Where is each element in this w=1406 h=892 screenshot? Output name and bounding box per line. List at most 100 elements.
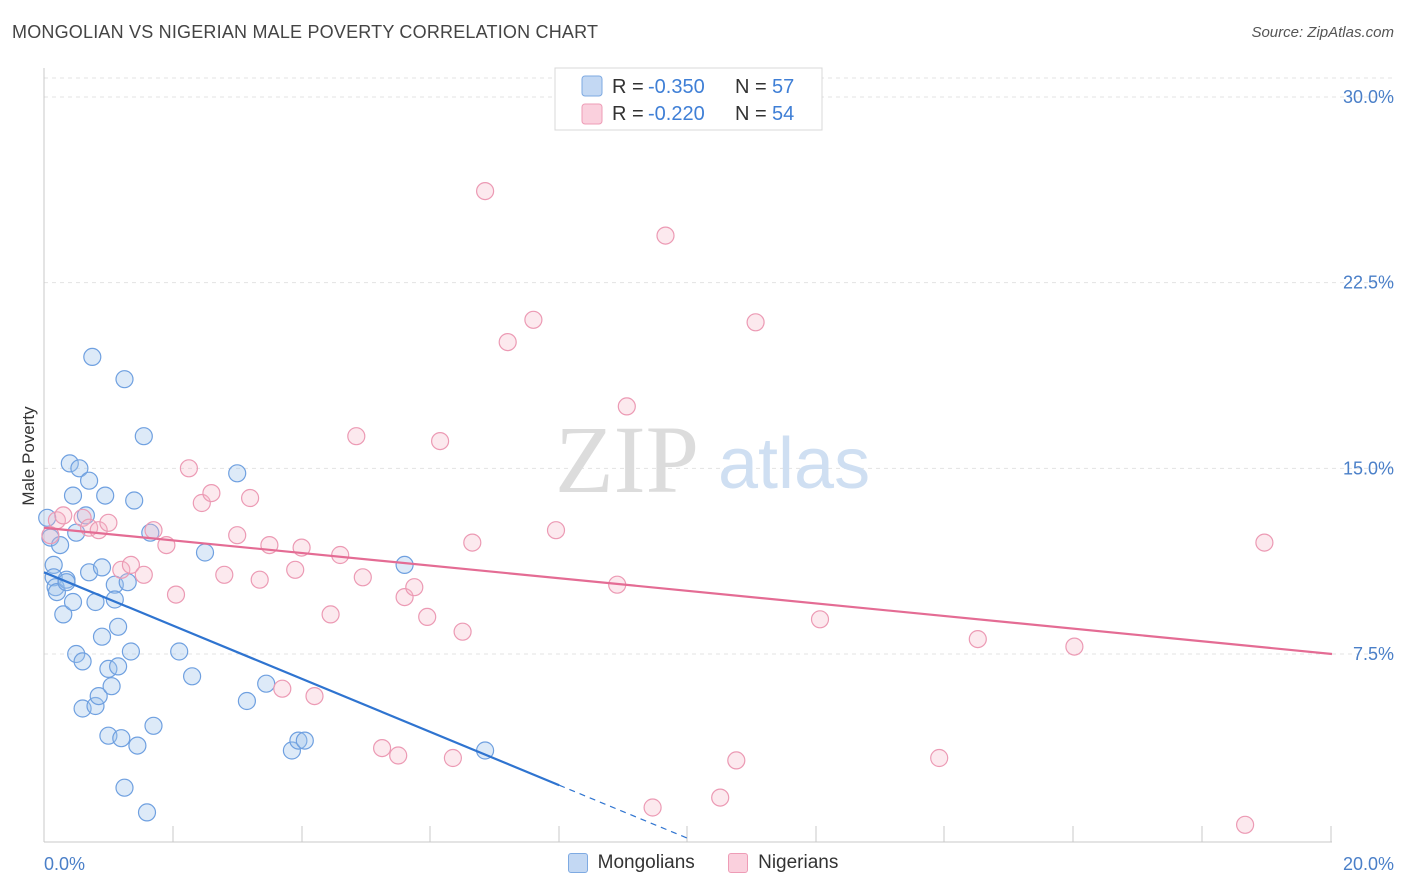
series-nigerians-points (41, 182, 1274, 834)
mongolian-point-35 (112, 729, 131, 748)
mongolian-point-50 (237, 691, 256, 711)
bottom-legend-swatch-mongolians (567, 853, 588, 873)
nigerian-point-39 (498, 333, 517, 352)
nigerian-point-50 (930, 748, 949, 768)
nigerian-point-17 (228, 526, 247, 545)
mongolian-point-15 (70, 459, 89, 478)
legend-r-value-2: -0.220 (648, 103, 705, 125)
mongolian-point-40 (125, 491, 144, 510)
nigerian-point-22 (286, 560, 305, 579)
nigerian-point-47 (727, 751, 746, 770)
bottom-legend: Mongolians Nigerians (0, 852, 1406, 879)
nigerian-point-0 (41, 526, 60, 545)
nigerian-point-21 (273, 679, 292, 698)
legend-r-label-1: R = (612, 76, 644, 98)
mongolian-point-37 (115, 778, 134, 797)
mongolian-point-34 (108, 617, 128, 636)
nigerian-point-31 (395, 587, 414, 607)
trend-line-mongolians-extension (558, 784, 689, 839)
nigerian-point-34 (431, 432, 450, 451)
nigerian-point-49 (810, 610, 830, 629)
nigerian-point-26 (331, 545, 350, 565)
y-tick-label-2: 22.5% (1343, 273, 1394, 293)
x-tick-label-max: 20.0% (1343, 854, 1394, 874)
bottom-legend-nigerians: Nigerians (728, 852, 838, 874)
nigerian-point-28 (353, 568, 372, 587)
nigerian-point-3 (73, 508, 92, 527)
y-tick-label-3: 30.0% (1343, 87, 1394, 107)
nigerian-point-33 (418, 607, 437, 627)
nigerian-point-41 (546, 521, 566, 540)
mongolian-point-49 (228, 464, 247, 483)
nigerian-point-54 (1255, 533, 1274, 552)
bottom-legend-label-nigerians: Nigerians (758, 852, 839, 873)
gridlines (44, 77, 1392, 655)
x-ticks (43, 826, 1332, 842)
mongolian-point-36 (115, 370, 134, 389)
mongolian-point-45 (144, 716, 163, 735)
legend-swatch-mongolians (581, 75, 603, 97)
watermark: ZIP atlas (555, 406, 870, 513)
nigerian-point-9 (134, 565, 153, 584)
y-tick-label-1: 15.0% (1343, 458, 1394, 478)
y-tick-label-0: 7.5% (1353, 644, 1394, 664)
legend-r-value-1: -0.350 (648, 76, 705, 98)
mongolian-point-19 (79, 471, 99, 490)
watermark-atlas: atlas (718, 424, 870, 504)
mongolian-point-2 (44, 555, 63, 575)
nigerian-point-6 (99, 513, 118, 532)
legend-n-value-2: 54 (772, 103, 794, 125)
nigerian-point-8 (121, 555, 140, 575)
source-label: Source: ZipAtlas.com (1251, 24, 1394, 41)
nigerian-point-29 (373, 738, 392, 758)
y-tick-labels: 7.5% 15.0% 22.5% 30.0% (1343, 87, 1394, 664)
y-axis-label: Male Poverty (19, 406, 38, 506)
nigerian-point-52 (1065, 637, 1084, 656)
mongolian-point-43 (137, 803, 157, 822)
mongolian-point-53 (289, 731, 308, 750)
nigerian-point-18 (241, 488, 260, 508)
nigerian-point-37 (463, 533, 482, 552)
nigerian-point-13 (179, 459, 198, 478)
nigerian-point-36 (453, 622, 472, 641)
series-mongolians-points (38, 347, 495, 822)
mongolian-point-6 (50, 535, 70, 555)
legend-n-label-2: N = (735, 103, 767, 125)
nigerian-point-14 (192, 493, 211, 513)
mongolian-point-54 (295, 731, 314, 750)
nigerian-point-32 (405, 578, 424, 597)
mongolian-point-52 (282, 741, 301, 760)
nigerian-point-27 (347, 427, 366, 446)
mongolian-point-39 (121, 642, 140, 661)
mongolian-point-27 (96, 486, 115, 505)
nigerian-point-48 (746, 313, 765, 332)
mongolian-point-25 (92, 558, 112, 577)
nigerian-point-38 (476, 182, 495, 201)
mongolian-point-11 (63, 486, 83, 505)
nigerian-point-30 (389, 746, 408, 765)
nigerian-point-12 (166, 585, 186, 604)
mongolian-point-7 (54, 605, 73, 624)
mongolian-point-47 (183, 667, 202, 686)
mongolian-point-21 (83, 347, 102, 366)
top-legend: R = -0.350 N = 57 R = -0.220 N = 54 (554, 67, 823, 131)
mongolian-point-41 (128, 736, 147, 755)
mongolian-point-26 (92, 627, 112, 646)
nigerian-point-45 (656, 226, 675, 245)
chart-title: MONGOLIAN VS NIGERIAN MALE POVERTY CORRE… (12, 22, 599, 42)
nigerian-point-10 (144, 521, 163, 540)
nigerian-point-44 (643, 798, 662, 817)
legend-swatch-nigerians (581, 103, 603, 125)
mongolian-point-10 (60, 454, 79, 473)
legend-n-label-1: N = (735, 76, 767, 98)
mongolian-point-51 (257, 674, 276, 693)
bottom-legend-label-mongolians: Mongolians (597, 852, 695, 873)
mongolian-point-24 (89, 686, 108, 706)
mongolian-point-48 (195, 543, 215, 562)
mongolian-point-46 (170, 642, 189, 661)
mongolian-point-13 (67, 644, 86, 664)
x-tick-label-min: 0.0% (44, 854, 85, 874)
trend-line-mongolians (43, 571, 560, 787)
nigerian-point-7 (112, 560, 131, 579)
